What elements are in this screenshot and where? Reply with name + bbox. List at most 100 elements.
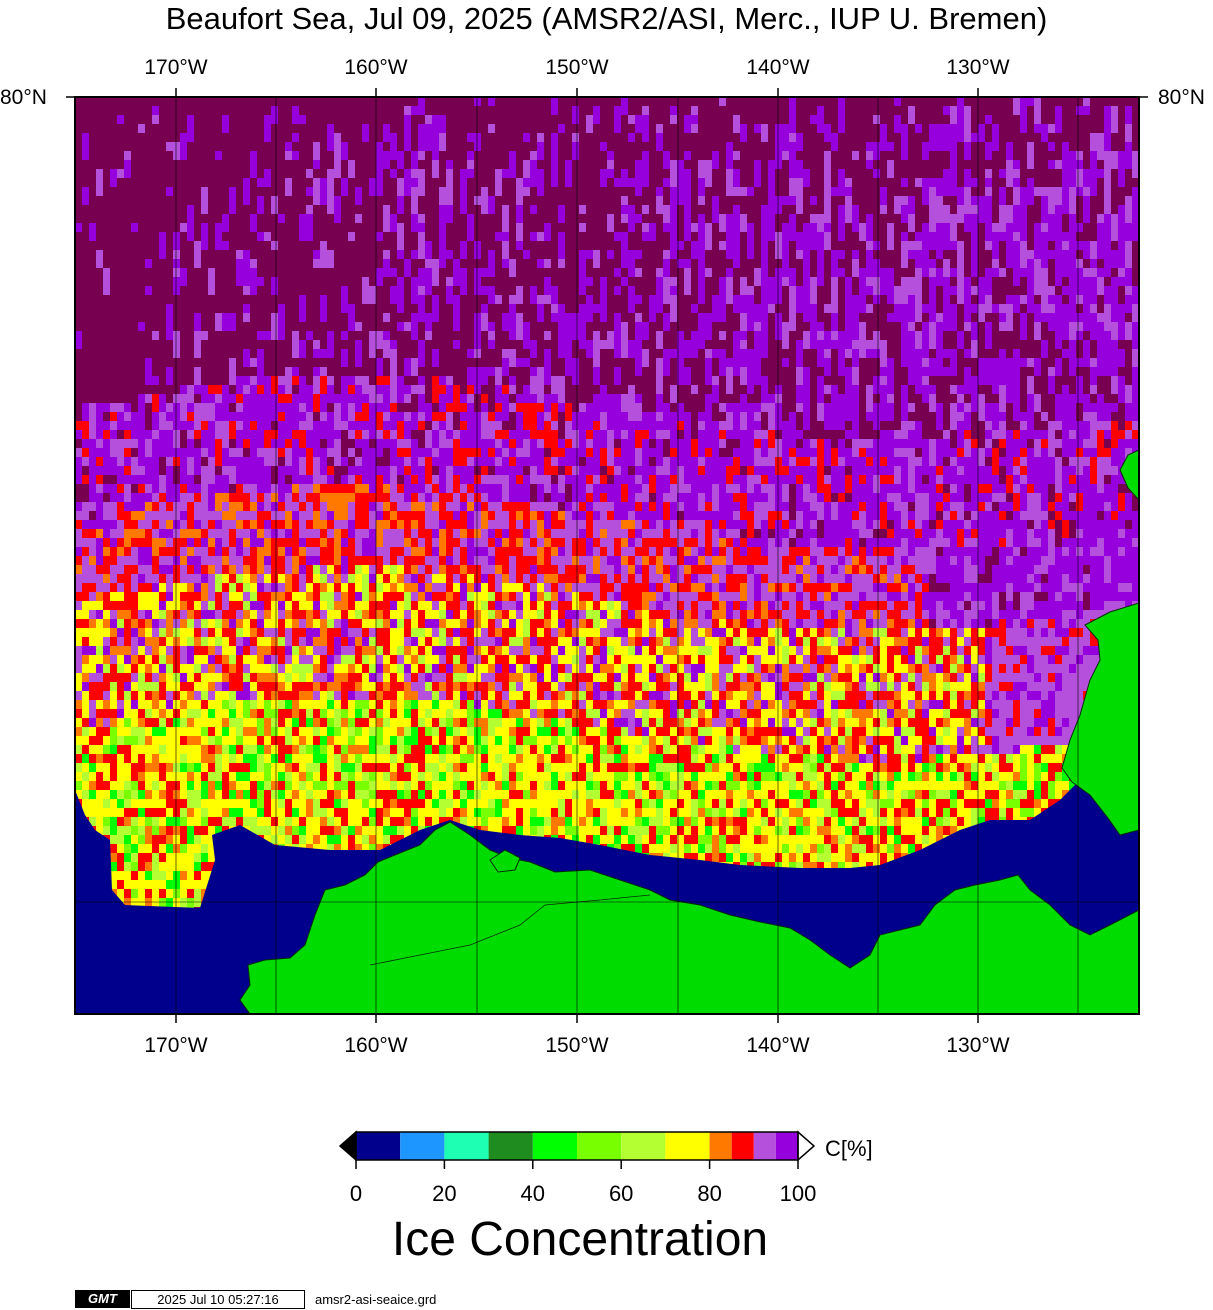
ice-cell [215,565,222,574]
ice-cell [761,538,768,547]
ice-cell [579,637,586,646]
ice-cell [698,295,705,304]
ice-cell [208,475,215,484]
ice-cell [796,286,803,313]
ice-cell [936,124,943,151]
ice-cell [775,484,782,511]
ice-cell [124,565,131,574]
ice-cell [810,115,817,124]
ice-cell [1041,484,1048,511]
ice-cell [327,466,334,475]
ice-cell [194,448,201,475]
ice-cell [327,169,334,196]
ice-cell [187,538,194,547]
ice-cell [915,430,922,439]
ice-cell [831,412,838,430]
ice-cell [117,448,124,466]
ice-cell [306,331,313,340]
ice-cell [922,538,929,547]
ice-cell [957,484,964,502]
ice-cell [586,277,593,286]
ice-cell [131,475,138,484]
ice-cell [1104,421,1111,430]
ice-cell [453,646,460,655]
ice-cell [873,295,880,304]
ice-cell [299,340,306,358]
ice-cell [894,115,901,133]
ice-cell [418,547,425,556]
ice-cell [425,601,432,610]
ice-cell [838,205,845,223]
ice-cell [1104,133,1111,160]
ice-cell [467,367,474,385]
ice-cell [327,394,334,403]
ice-cell [488,286,495,304]
ice-cell [1034,223,1041,241]
ice-cell [600,448,607,466]
ice-cell [1118,232,1125,259]
ice-cell [285,592,292,601]
ice-cell [1111,475,1118,502]
ice-cell [1083,493,1090,511]
ice-cell [1118,358,1125,367]
ice-cell [691,610,698,619]
ice-cell [201,187,208,214]
ice-cell [789,520,796,529]
ice-cell [432,430,439,439]
ice-cell [404,142,411,151]
ice-cell [495,169,502,196]
ice-cell [411,610,418,619]
ice-cell [698,178,705,196]
ice-cell [859,520,866,529]
ice-cell [285,457,292,466]
ice-cell [1111,358,1118,376]
ice-cell [404,565,411,574]
ice-cell [551,493,558,502]
ice-cell [950,385,957,394]
ice-cell [943,295,950,322]
ice-cell [586,637,593,646]
ice-cell [299,385,306,394]
ice-cell [803,394,810,403]
ice-cell [1027,574,1034,583]
ice-cell [1090,529,1097,547]
ice-cell [1041,583,1048,592]
ice-cell [404,583,411,592]
ice-cell [166,313,173,340]
ice-cell [649,565,656,574]
ice-cell [348,610,355,619]
ice-cell [467,214,474,241]
ice-cell [1006,619,1013,628]
ice-cell [754,493,761,502]
ice-cell [201,520,208,529]
ice-cell [159,448,166,457]
ice-cell [1034,124,1041,133]
ice-cell [334,448,341,466]
ice-cell [957,340,964,349]
ice-cell [691,628,698,637]
ice-cell [796,628,803,637]
ice-cell [348,520,355,529]
ice-cell [607,250,614,259]
ice-cell [691,601,698,610]
ice-cell [75,637,82,646]
ice-cell [621,484,628,511]
ice-cell [474,574,481,583]
ice-cell [509,259,516,277]
ice-cell [628,340,635,358]
ice-cell [530,574,537,583]
ice-cell [950,178,957,196]
ice-cell [313,511,320,520]
ice-cell [880,349,887,367]
ice-cell [656,448,663,457]
ice-cell [292,538,299,547]
ice-cell [1125,565,1132,583]
ice-cell [1111,340,1118,358]
ice-cell [915,439,922,448]
ice-cell [831,529,838,547]
ice-cell [642,358,649,367]
ice-cell [502,259,509,268]
ice-cell [607,331,614,349]
ice-cell [614,628,621,637]
ice-cell [586,592,593,601]
